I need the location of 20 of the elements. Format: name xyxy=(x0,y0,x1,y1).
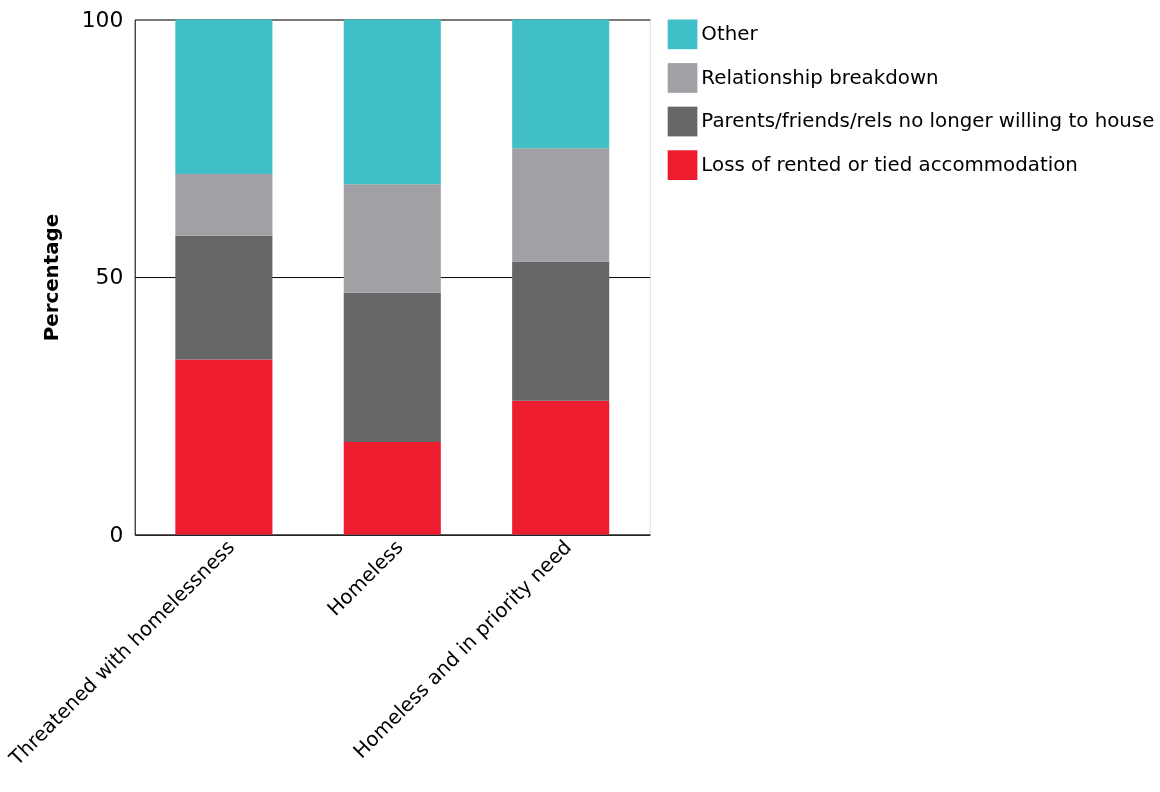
bar xyxy=(175,19,273,175)
bar xyxy=(343,184,441,293)
y-tick-label: 50 xyxy=(95,264,124,290)
bar xyxy=(175,174,273,236)
bar xyxy=(343,292,441,442)
bar xyxy=(343,441,441,535)
bar xyxy=(512,400,610,535)
y-axis-title: Percentage xyxy=(39,213,63,342)
bar xyxy=(175,359,273,535)
bar xyxy=(512,19,610,149)
legend-label: Loss of rented or tied accommodation xyxy=(701,153,1078,177)
y-tick-label: 0 xyxy=(109,522,124,548)
legend-label: Parents/friends/rels no longer willing to house xyxy=(701,109,1155,133)
legend-label: Relationship breakdown xyxy=(701,65,939,89)
y-tick-label: 100 xyxy=(81,6,124,32)
bar xyxy=(343,19,441,185)
legend-label: Other xyxy=(701,22,759,46)
bar xyxy=(512,261,610,401)
bar xyxy=(175,235,273,360)
bar xyxy=(512,148,610,262)
